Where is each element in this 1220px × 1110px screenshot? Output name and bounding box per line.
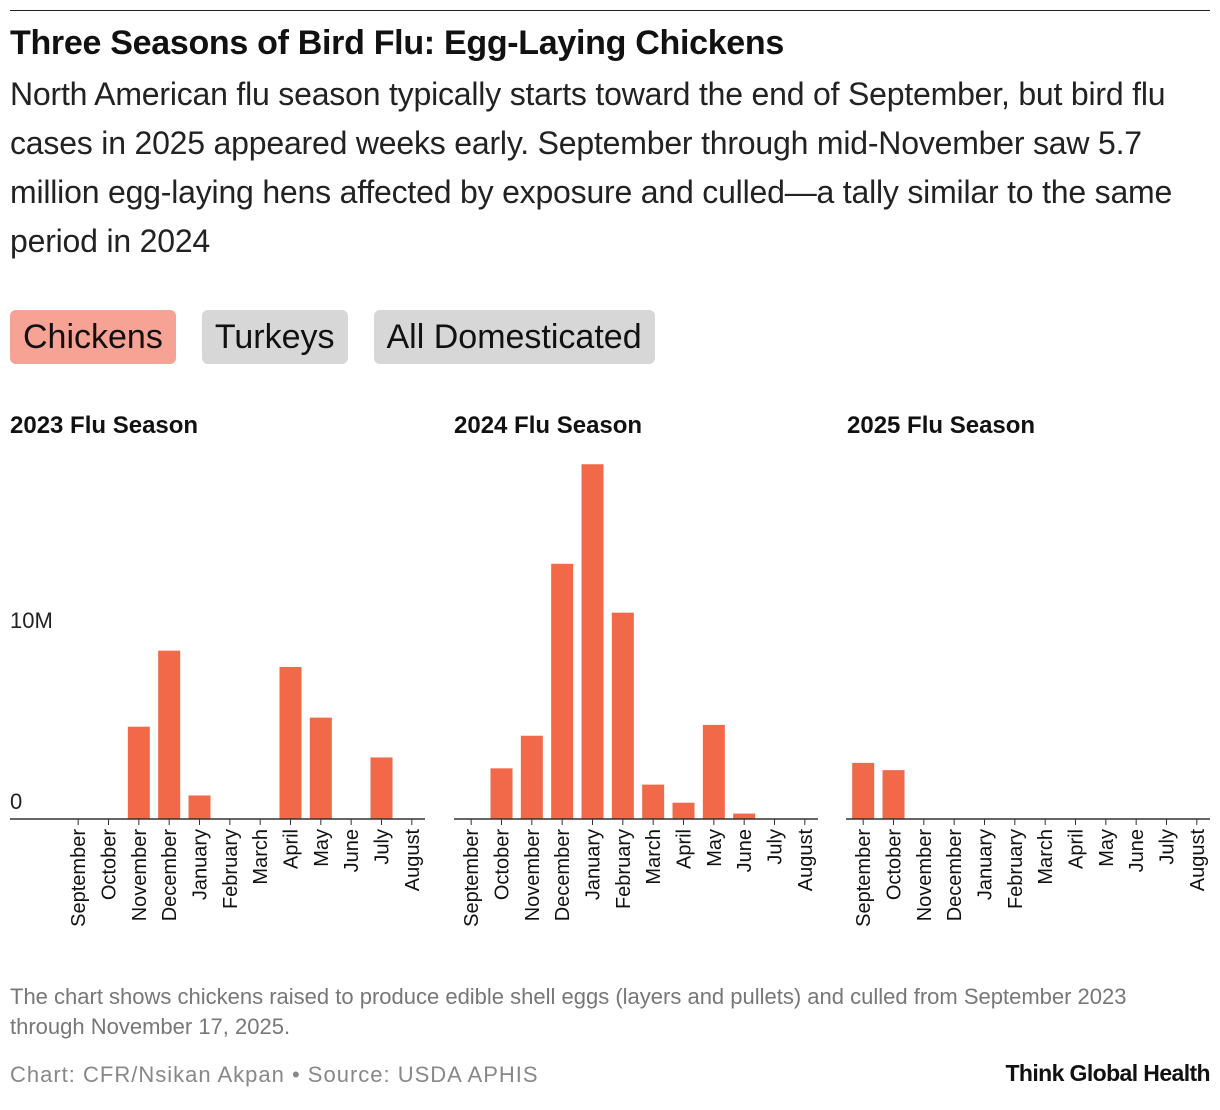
panel-title: 2024 Flu Season xyxy=(454,412,642,439)
species-toggle-group: Chickens Turkeys All Domesticated xyxy=(10,310,655,364)
x-tick-label: June xyxy=(734,829,756,872)
x-tick-label: January xyxy=(190,829,212,900)
x-tick-label: February xyxy=(1005,829,1027,909)
bar-january xyxy=(581,464,604,819)
x-tick-label: January xyxy=(583,829,605,900)
x-tick-label: August xyxy=(402,829,424,892)
bar-april xyxy=(279,666,302,819)
x-tick-label: November xyxy=(522,829,544,922)
bar-june xyxy=(733,813,756,819)
x-tick-label: April xyxy=(674,829,696,869)
x-tick-label: September xyxy=(68,829,90,927)
x-tick-label: November xyxy=(914,829,936,922)
panel-title: 2023 Flu Season xyxy=(10,412,198,439)
x-tick-label: June xyxy=(341,829,363,872)
x-tick-label: May xyxy=(1096,829,1118,867)
bar-november xyxy=(127,726,150,819)
x-tick-label: February xyxy=(220,829,242,909)
x-tick-label: September xyxy=(461,829,483,927)
all-domesticated-toggle-button[interactable]: All Domesticated xyxy=(373,310,655,364)
bar-november xyxy=(520,735,543,819)
brand-logo: Think Global Health xyxy=(1005,1060,1210,1086)
chart-subtitle: North American flu season typically star… xyxy=(10,76,1173,259)
x-tick-label: January xyxy=(975,829,997,900)
bar-february xyxy=(611,612,634,819)
chart-title: Three Seasons of Bird Flu: Egg-Laying Ch… xyxy=(10,24,784,62)
x-tick-label: December xyxy=(552,829,574,922)
x-tick-label: October xyxy=(99,829,121,900)
x-tick-label: April xyxy=(1066,829,1088,869)
bar-may xyxy=(702,724,725,819)
turkeys-toggle-button[interactable]: Turkeys xyxy=(201,310,348,364)
x-tick-label: December xyxy=(159,829,181,922)
x-tick-label: June xyxy=(1126,829,1148,872)
x-tick-label: September xyxy=(853,829,875,927)
y-tick-label: 0 xyxy=(10,789,22,814)
x-tick-label: March xyxy=(1035,829,1057,885)
x-tick-label: July xyxy=(1157,829,1179,865)
x-tick-label: November xyxy=(129,829,151,922)
x-tick-label: October xyxy=(492,829,514,900)
x-tick-label: August xyxy=(795,829,817,892)
bar-october xyxy=(490,768,513,819)
bar-may xyxy=(309,717,332,819)
bar-december xyxy=(551,563,574,819)
y-tick-label: 10M xyxy=(10,608,53,633)
chart-credit: Chart: CFR/Nsikan Akpan • Source: USDA A… xyxy=(10,1062,539,1087)
x-tick-label: October xyxy=(884,829,906,900)
top-rule xyxy=(10,10,1210,11)
chart-note: The chart shows chickens raised to produ… xyxy=(10,984,1127,1039)
bar-january xyxy=(188,795,211,819)
x-tick-label: July xyxy=(372,829,394,865)
panel-title: 2025 Flu Season xyxy=(847,412,1035,439)
x-tick-label: April xyxy=(281,829,303,869)
x-tick-label: December xyxy=(944,829,966,922)
x-tick-label: August xyxy=(1187,829,1209,892)
bar-september xyxy=(852,762,875,819)
bar-december xyxy=(158,650,181,819)
x-tick-label: March xyxy=(250,829,272,885)
bar-october xyxy=(882,770,905,819)
x-tick-label: March xyxy=(643,829,665,885)
bar-march xyxy=(642,784,665,819)
x-tick-label: July xyxy=(765,829,787,865)
bar-april xyxy=(672,802,695,819)
bird-flu-small-multiples-chart: 0 10M 2023 Flu Season September October Novem… xyxy=(10,412,1210,927)
chickens-toggle-button[interactable]: Chickens xyxy=(10,310,176,364)
x-tick-label: May xyxy=(311,829,333,867)
x-tick-label: February xyxy=(613,829,635,909)
bar-july xyxy=(370,757,393,819)
x-tick-label: May xyxy=(704,829,726,867)
